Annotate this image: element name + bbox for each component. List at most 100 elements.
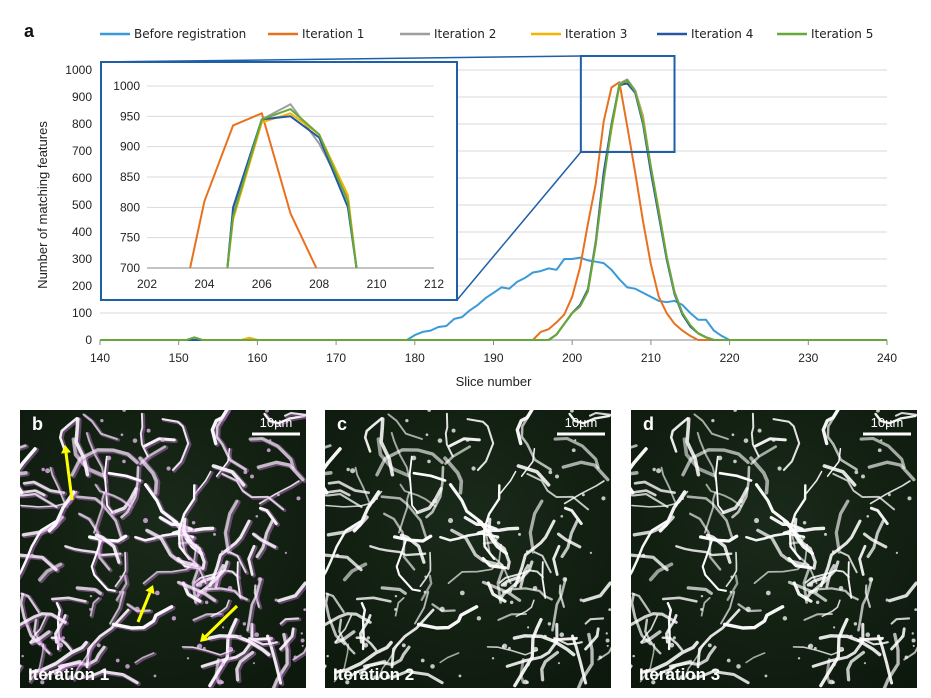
puncta [574,439,577,442]
puncta [250,474,254,479]
puncta [757,428,762,433]
puncta [833,626,836,629]
puncta [401,643,406,648]
fiber-structure [648,562,674,582]
puncta [269,439,272,442]
fiber-structure [520,410,552,471]
legend-label: Iteration 4 [691,27,753,41]
inset-x-tick-label: 212 [424,277,444,291]
puncta [296,496,301,501]
fiber-structure [718,471,753,482]
fiber-structure [399,533,426,564]
fiber-structure [194,470,212,495]
fiber-structure [681,448,750,477]
fiber-structure [804,560,840,601]
puncta [729,590,733,594]
puncta [289,635,292,638]
fiber-structure [551,577,567,632]
puncta [517,532,521,536]
fiber-structure [631,592,651,614]
fiber-structure [143,483,178,524]
fiber-structure [498,560,534,601]
fiber-structure [53,659,82,676]
fiber-structure [826,410,858,471]
inset-x-tick-label: 204 [194,277,214,291]
puncta [447,518,454,524]
puncta [243,470,248,475]
fiber-structure [787,580,828,602]
fiber-structure [181,581,202,603]
misaligned-fiber-shadow [280,617,302,627]
puncta [120,433,124,437]
puncta [782,616,788,621]
legend-label: Iteration 1 [302,27,364,41]
puncta [526,662,530,667]
misaligned-fiber-shadow [20,447,39,496]
puncta [904,655,909,660]
fiber-structure [847,561,853,599]
fiber-structure [115,574,128,601]
puncta [491,657,495,660]
fiber-structure [279,617,300,625]
puncta [119,575,122,579]
fiber-structure [334,630,356,644]
misaligned-fiber-shadow [135,652,157,665]
fiber-structure [325,444,332,449]
fiber-structure [20,664,22,669]
puncta [204,600,209,605]
puncta [242,622,247,626]
fiber-structure [180,534,207,585]
puncta [680,496,684,501]
puncta [532,585,538,591]
fiber-structure [485,534,512,585]
fiber-structure [439,652,460,664]
fiber-structure [858,544,867,576]
fiber-structure [486,581,507,603]
puncta [423,590,427,594]
puncta [254,632,260,638]
puncta [68,675,73,680]
puncta [907,496,912,501]
fiber-structure [387,413,423,440]
puncta [764,674,768,678]
fiber-structure [825,563,836,589]
fiber-structure [731,465,751,519]
fiber-structure [821,599,841,618]
fiber-structure [246,577,262,632]
puncta [266,448,271,453]
fiber-structure [443,456,464,495]
inset-x-tick-label: 202 [137,277,157,291]
fiber-structure [49,466,67,507]
puncta [814,588,818,593]
zoom-connector [456,151,582,301]
x-axis-title: Slice number [456,374,533,389]
fiber-structure [819,617,849,688]
puncta [730,575,733,579]
puncta [122,410,126,412]
puncta [265,410,269,413]
fiber-structure [704,491,717,534]
fiber-structure [20,493,58,508]
fiber-structure [864,584,871,608]
puncta [717,455,723,461]
puncta [132,438,138,443]
puncta [222,626,225,629]
puncta [276,493,280,497]
puncta [115,658,120,663]
fiber-structure [669,417,689,453]
scale-bar-label: 10µm [871,415,904,430]
fiber-structure [20,447,37,495]
puncta [255,514,259,518]
misaligned-fiber-shadow [90,597,102,619]
puncta [880,439,883,442]
misaligned-fiber-shadow [20,444,29,452]
puncta [350,468,356,474]
fiber-structure [867,460,916,482]
fiber-structure [214,563,225,589]
fiber-structure [176,580,217,602]
puncta [425,433,429,437]
puncta [509,600,514,605]
fiber-structure [325,612,372,627]
puncta [881,636,884,640]
fiber-structure [74,417,90,477]
